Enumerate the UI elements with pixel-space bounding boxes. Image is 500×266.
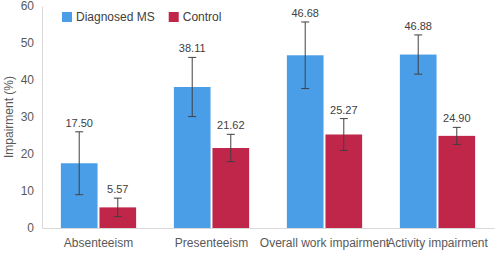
error-bar: [114, 198, 122, 217]
y-tick-label: 20: [21, 147, 35, 161]
error-line: [456, 127, 457, 144]
x-tick-label: Presenteeism: [175, 236, 248, 250]
bar: [400, 55, 437, 228]
error-cap: [301, 21, 309, 22]
error-cap: [75, 194, 83, 195]
legend-label: Diagnosed MS: [76, 10, 155, 24]
error-line: [305, 22, 306, 89]
error-line: [418, 35, 419, 74]
error-cap: [188, 57, 196, 58]
y-tick: 50: [21, 36, 42, 50]
y-tick-label: 0: [27, 221, 34, 235]
error-cap: [453, 144, 461, 145]
x-tick: Absenteeism: [64, 228, 133, 250]
error-bar: [75, 132, 83, 195]
x-axis-line: [43, 228, 495, 229]
data-label: 46.88: [404, 20, 432, 32]
y-tick-label: 40: [21, 73, 35, 87]
y-tick: 60: [21, 0, 42, 13]
legend-swatch: [169, 12, 179, 22]
error-cap: [414, 74, 422, 75]
legend-item: Diagnosed MS: [62, 10, 155, 24]
x-tick: Overall work impairment: [260, 228, 390, 250]
y-tick: 40: [21, 73, 42, 87]
y-tick: 20: [21, 147, 42, 161]
error-cap: [114, 198, 122, 199]
error-cap: [453, 127, 461, 128]
error-cap: [227, 134, 235, 135]
x-tick-label: Absenteeism: [64, 236, 133, 250]
error-cap: [340, 150, 348, 151]
error-bar: [301, 22, 309, 89]
error-line: [343, 119, 344, 151]
error-cap: [114, 216, 122, 217]
data-label: 24.90: [443, 112, 471, 124]
bar: [438, 136, 475, 228]
x-tick: Presenteeism: [175, 228, 248, 250]
error-bar: [188, 57, 196, 116]
error-bar: [453, 127, 461, 144]
error-line: [117, 198, 118, 217]
y-axis-title: Impairment (%): [2, 76, 16, 158]
y-tick: 30: [21, 110, 42, 124]
data-label: 25.27: [330, 104, 358, 116]
chart: 0 10 20 30 40 50 60 Absenteeism Presenteeism Over…: [0, 0, 500, 266]
legend-swatch: [62, 12, 72, 22]
y-tick-label: 10: [21, 184, 35, 198]
data-label: 38.11: [179, 42, 206, 54]
error-cap: [227, 161, 235, 162]
legend-label: Control: [183, 10, 222, 24]
x-axis: Absenteeism Presenteeism Overall work impa…: [43, 228, 495, 250]
error-bar: [414, 35, 422, 74]
data-label: 5.57: [107, 183, 128, 195]
y-tick-label: 50: [21, 36, 35, 50]
x-tick-label: Activity impairment: [387, 236, 488, 250]
x-tick: Activity impairment: [387, 228, 488, 250]
error-cap: [75, 131, 83, 132]
error-line: [192, 57, 193, 116]
y-axis-line: [42, 7, 43, 229]
error-line: [230, 134, 231, 161]
y-tick: 0: [27, 221, 42, 235]
plot: 0 10 20 30 40 50 60 Absenteeism Presenteeism Over…: [21, 0, 495, 250]
legend: Diagnosed MS Control: [62, 10, 221, 24]
y-tick-label: 60: [21, 0, 35, 13]
data-label: 17.50: [65, 117, 93, 129]
data-label: 46.68: [291, 7, 319, 19]
error-bar: [227, 134, 235, 161]
data-label: 21.62: [217, 119, 245, 131]
x-tick-label: Overall work impairment: [260, 236, 390, 250]
y-tick: 10: [21, 184, 42, 198]
error-cap: [301, 88, 309, 89]
error-line: [79, 132, 80, 195]
error-cap: [340, 118, 348, 119]
legend-item: Control: [169, 10, 222, 24]
error-bar: [340, 119, 348, 151]
y-tick-label: 30: [21, 110, 35, 124]
y-axis: 0 10 20 30 40 50 60: [21, 0, 43, 235]
data-labels: 17.50 38.11 46.68 46.88 5.57 21.62 25.27 24.90: [65, 7, 470, 195]
marks: [61, 22, 475, 228]
error-cap: [414, 34, 422, 35]
error-cap: [188, 116, 196, 117]
